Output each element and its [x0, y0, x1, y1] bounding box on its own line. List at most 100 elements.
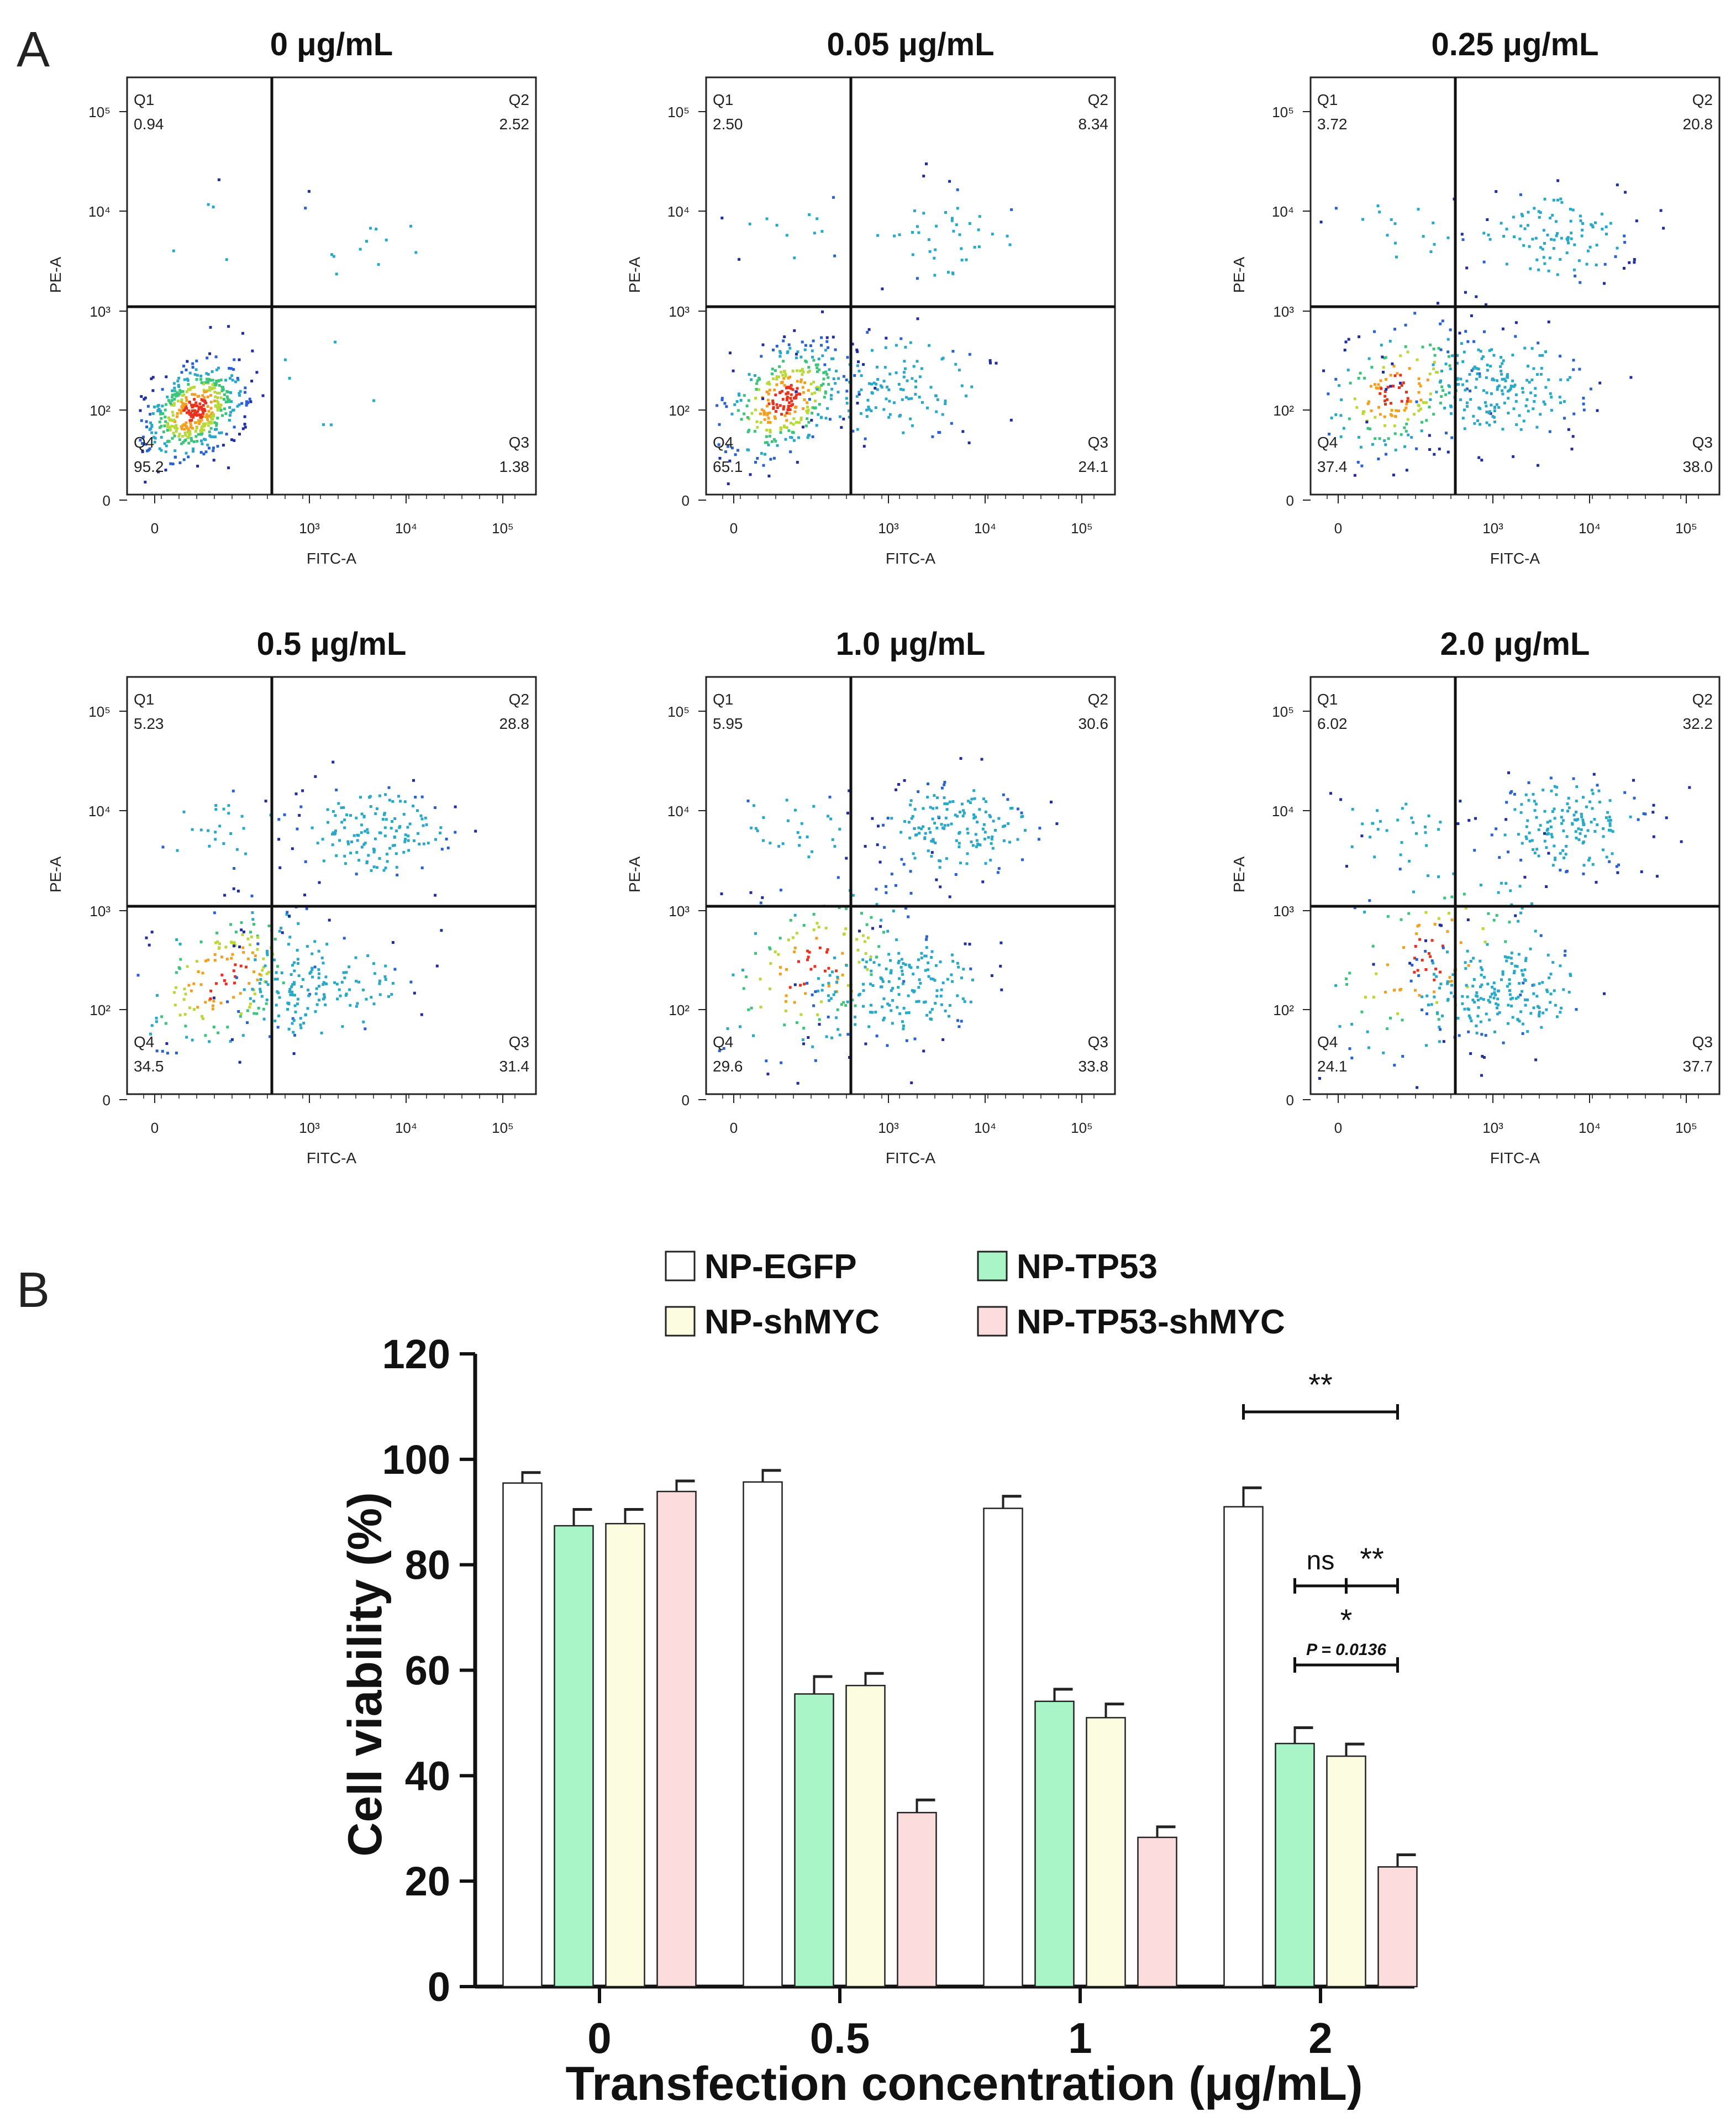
scatter-point — [1527, 799, 1530, 802]
scatter-point — [1527, 365, 1529, 367]
legend-item: NP-TP53-shMYC — [977, 1303, 1285, 1341]
scatter-point — [301, 978, 304, 981]
scatter-point — [885, 885, 887, 888]
scatter-point — [1547, 269, 1550, 272]
scatter-point — [813, 391, 817, 395]
scatter-point — [288, 987, 292, 991]
scatter-point — [907, 994, 910, 997]
scatter-point — [1467, 964, 1470, 967]
scatter-point — [935, 224, 938, 228]
scatter-point — [1372, 963, 1375, 966]
scatter-point — [823, 363, 827, 366]
scatter-point — [777, 375, 780, 379]
scatter-point — [726, 1027, 729, 1030]
scatter-point — [214, 382, 218, 385]
scatter-point — [1529, 1012, 1533, 1015]
legend-item: NP-shMYC — [665, 1303, 880, 1341]
scatter-point — [1396, 372, 1399, 375]
scatter-point — [796, 380, 799, 383]
scatter-point — [1491, 415, 1495, 418]
scatter-point — [716, 404, 719, 407]
scatter-point — [983, 837, 986, 841]
flow-cytometry-panels: 0 μg/mLQ10.94Q22.52Q31.38Q495.2010²10³10… — [47, 27, 1721, 1167]
scatter-point — [791, 430, 794, 434]
scatter-point — [1361, 412, 1365, 415]
scatter-point — [1605, 816, 1608, 820]
scatter-point — [1640, 870, 1643, 874]
significance-label: * — [1340, 1603, 1353, 1637]
quadrant-name-q4: Q4 — [134, 434, 154, 451]
scatter-point — [1565, 835, 1569, 838]
scatter-point — [177, 435, 181, 438]
scatter-point — [187, 984, 191, 987]
scatter-point — [1479, 884, 1482, 887]
scatter-point — [932, 807, 935, 810]
scatter-point — [1403, 426, 1406, 429]
scatter-point — [414, 796, 417, 799]
scatter-point — [897, 959, 901, 963]
scatter-point — [844, 1004, 848, 1007]
scatter-point — [288, 377, 291, 380]
flow-panel-title: 0 μg/mL — [270, 27, 393, 62]
scatter-point — [905, 396, 908, 399]
scatter-point — [970, 385, 974, 388]
scatter-point — [925, 938, 928, 941]
scatter-point — [862, 989, 865, 992]
scatter-point — [723, 402, 727, 405]
scatter-point — [1554, 857, 1557, 860]
scatter-point — [208, 999, 211, 1002]
scatter-point — [766, 413, 769, 417]
scatter-point — [1466, 985, 1469, 989]
scatter-point — [203, 400, 207, 403]
scatter-point — [1525, 837, 1528, 841]
scatter-point — [907, 397, 911, 401]
scatter-point — [1500, 356, 1503, 359]
scatter-point — [1500, 370, 1503, 372]
scatter-point — [228, 367, 231, 370]
scatter-point — [735, 400, 739, 403]
scatter-point — [1519, 1010, 1523, 1013]
scatter-point — [1530, 379, 1534, 381]
scatter-point — [1572, 412, 1576, 416]
scatter-point — [296, 962, 299, 965]
scatter-point — [1002, 839, 1006, 842]
scatter-point — [231, 408, 234, 412]
scatter-point — [1526, 224, 1529, 227]
scatter-point — [209, 997, 212, 1000]
scatter-point — [1516, 1018, 1519, 1021]
scatter-point — [233, 867, 236, 870]
scatter-point — [900, 958, 903, 961]
scatter-point — [913, 209, 916, 212]
scatter-point — [966, 832, 970, 835]
scatter-point — [1559, 1011, 1562, 1014]
scatter-point — [931, 435, 934, 438]
scatter-point — [1514, 914, 1517, 917]
scatter-point — [1409, 400, 1412, 403]
scatter-point — [1553, 785, 1556, 788]
scatter-point — [837, 1028, 840, 1031]
scatter-point — [881, 287, 884, 291]
scatter-point — [1527, 211, 1530, 214]
scatter-point — [1551, 214, 1554, 217]
scatter-point — [829, 997, 833, 1000]
scatter-point — [899, 831, 903, 834]
significance-annotation: ** — [1242, 1367, 1399, 1420]
scatter-point — [344, 994, 348, 997]
scatter-point — [200, 406, 203, 409]
scatter-point — [910, 817, 913, 820]
scatter-point — [232, 969, 235, 973]
scatter-point — [1424, 831, 1427, 834]
scatter-point — [1541, 354, 1544, 357]
scatter-point — [1499, 365, 1502, 368]
scatter-point — [872, 381, 876, 385]
scatter-point — [1575, 1008, 1578, 1011]
scatter-point — [187, 435, 190, 438]
scatter-point — [1538, 216, 1541, 219]
scatter-point — [1441, 319, 1444, 323]
scatter-point — [215, 379, 218, 382]
scatter-point — [858, 994, 860, 997]
scatter-point — [904, 963, 907, 966]
scatter-point — [902, 980, 906, 983]
scatter-point — [340, 981, 344, 984]
scatter-point — [1593, 818, 1596, 821]
